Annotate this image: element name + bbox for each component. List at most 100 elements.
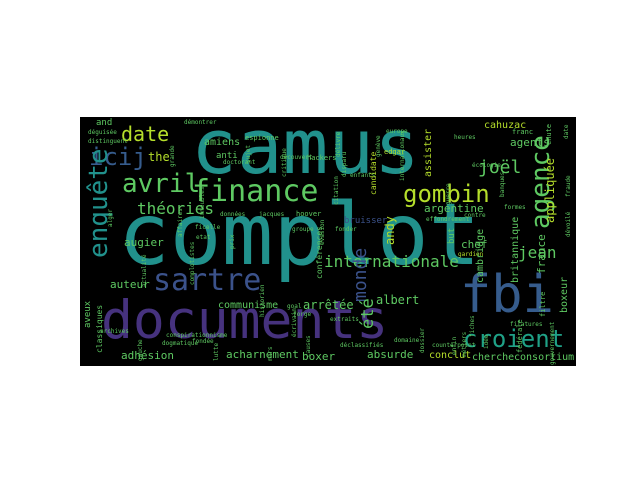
word-monde: monde (350, 247, 371, 302)
word-ete: été (358, 298, 378, 329)
word-albert: albert (376, 293, 420, 307)
word-arretee: arrêtée (303, 298, 354, 312)
word-internationaux: internationaux (399, 130, 406, 181)
word-metiers: métiers (461, 331, 468, 357)
word-adhesion: adhésion (121, 349, 174, 362)
word-fiches: fiches (469, 315, 476, 337)
word-groupe: groupe (292, 226, 314, 233)
word-geneve: genève (375, 135, 382, 157)
word-grande: grande (169, 145, 176, 167)
word-gauche: gauche (137, 339, 144, 361)
word-enfants: enfants (350, 172, 376, 179)
word-candidate: candidate (369, 151, 378, 195)
word-appliquee: appliquée (543, 157, 557, 223)
word-edgar: edgar (384, 148, 406, 156)
word-aveux: aveux (83, 300, 93, 328)
word-croient: croient (463, 325, 565, 353)
word-etat: etat (196, 234, 211, 241)
word-andy: andy (383, 216, 397, 245)
word-boxer: boxer (302, 350, 336, 363)
word-franc: franc (512, 128, 534, 136)
word-jacques: jacques (259, 211, 285, 218)
word-gombin: gombin (403, 180, 490, 208)
word-chef: chef (461, 238, 488, 251)
word-ecologie: écologie (472, 162, 501, 169)
word-sartre: sartre (153, 263, 262, 298)
word-europe: europe (386, 128, 408, 135)
word-dogmatique: dogmatique (162, 340, 199, 347)
word-joel: joël (478, 157, 522, 178)
word-fbi: fbi (460, 265, 554, 325)
word-acharnement: acharnement (226, 348, 299, 361)
word-classiques: classiques (95, 304, 104, 353)
word-date2: date (563, 124, 570, 139)
word-cambridge: cambridge (475, 228, 486, 283)
word-dossier: dossier (419, 327, 426, 353)
word-complotistes: complotistes (189, 241, 196, 285)
word-banques: banques (499, 171, 506, 197)
word-filatures: filatures (510, 321, 543, 328)
word-filtre: filtre (539, 291, 547, 317)
word-prix: prix (229, 234, 236, 249)
word-jean: jean (518, 243, 557, 262)
word-auteur: auteur (110, 278, 150, 291)
word-hoover: hoover (296, 210, 322, 218)
word-decouvert: découvert (280, 154, 313, 161)
word-agents: agents (510, 136, 550, 149)
word-enquete: enquête (84, 148, 114, 258)
word-conclut: conclut (429, 350, 472, 361)
word-archives: archives (100, 328, 129, 335)
word-historien: historien (259, 284, 266, 317)
word-enfin: enfin (451, 336, 458, 355)
word-the: the (148, 150, 170, 164)
word-heures: heures (454, 134, 476, 141)
word-guerre: guerre (445, 183, 452, 205)
word-effondrement: effondrement (426, 216, 470, 223)
word-disparu: disparu (341, 151, 348, 177)
word-bruisser: bruisser (344, 216, 388, 226)
word-mars: mars (267, 346, 274, 361)
word-demontrer: démontrer (184, 119, 217, 126)
word-declassifies: déclassifiés (340, 342, 384, 349)
word-critique: critique (281, 148, 288, 177)
word-goal: goal (287, 303, 302, 310)
word-argentine: argentine (424, 202, 484, 215)
word-actualite: actualité (141, 254, 148, 287)
word-avril: avril (122, 169, 201, 199)
word-augier: augier (124, 236, 164, 249)
word-icij: icij (89, 143, 147, 171)
word-forge: forge (293, 311, 312, 318)
word-doctorant: doctorant (223, 159, 256, 166)
word-documents: documents (101, 290, 389, 351)
word-amiens: amiens (204, 137, 241, 148)
word-date: date (121, 122, 170, 146)
word-but: but (447, 227, 457, 244)
word-sujet: sujet (245, 144, 252, 163)
word-boxeur: boxeur (559, 276, 570, 313)
word-affaires: affaires (177, 208, 184, 237)
word-assister: assister (423, 128, 434, 177)
word-absurde: absurde (367, 348, 414, 361)
word-conspirationnisme: conspirationnisme (166, 332, 228, 339)
word-communisme: communisme (218, 300, 279, 311)
word-counterpoint: counterpoint (432, 342, 476, 349)
word-alger: alger (107, 208, 114, 227)
word-france: france (535, 234, 548, 274)
word-formes: formes (504, 204, 526, 211)
word-complot: complot (118, 185, 481, 285)
word-domaine: domaine (394, 337, 420, 344)
word-deguisee: déguisée (88, 129, 117, 136)
word-fraude: fraude (565, 175, 572, 197)
word-cloud: camus complot documents fbi finance sart… (80, 117, 576, 366)
word-citation: citation (333, 176, 340, 205)
word-immeubles: immeubles (199, 186, 206, 219)
word-finance: finance (192, 174, 319, 209)
word-internationale: internationale (324, 252, 459, 271)
word-cahuzac: cahuzac (484, 120, 527, 131)
word-fonder: fonder (335, 226, 357, 233)
word-distinguent: distinguent (88, 138, 128, 145)
word-anti: anti (216, 151, 238, 161)
word-britannique: britannique (510, 216, 521, 283)
word-ficelle: ficelle (195, 224, 221, 231)
word-chute: chute (545, 123, 553, 145)
